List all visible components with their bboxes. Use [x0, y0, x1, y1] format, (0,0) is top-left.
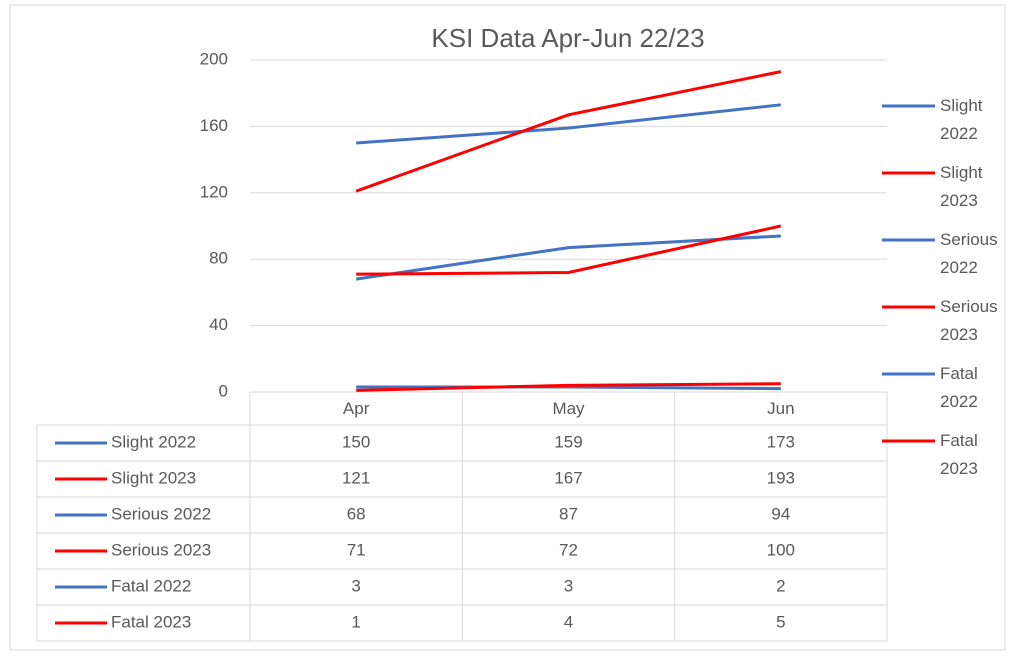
table-cell: 1	[351, 612, 360, 631]
y-tick-label: 200	[200, 49, 228, 68]
chart-title: KSI Data Apr-Jun 22/23	[431, 23, 704, 53]
table-cell: 159	[554, 432, 582, 451]
table-cell: 167	[554, 468, 582, 487]
table-cell: 71	[347, 540, 366, 559]
series-line	[356, 385, 781, 391]
y-tick-label: 120	[200, 182, 228, 201]
table-cell: 68	[347, 504, 366, 523]
table-cell: 2	[776, 576, 785, 595]
table-cell: 100	[767, 540, 795, 559]
x-tick-label: Jun	[767, 399, 794, 418]
table-row-label: Fatal 2023	[111, 612, 191, 631]
table-row-label: Fatal 2022	[111, 576, 191, 595]
legend-label: Serious 2022	[940, 230, 998, 277]
series-line	[356, 103, 781, 145]
series-line	[355, 234, 781, 281]
series-line	[356, 224, 782, 276]
legend-label: Slight 2023	[940, 163, 983, 210]
table-cell: 4	[564, 612, 573, 631]
legend-label: Serious 2023	[940, 297, 998, 344]
table-row-label: Serious 2023	[111, 540, 211, 559]
y-tick-label: 80	[209, 249, 228, 268]
table-row-label: Serious 2022	[111, 504, 211, 523]
series-line	[356, 382, 781, 392]
chart-border	[9, 4, 1006, 651]
table-cell: 5	[776, 612, 785, 631]
table-cell: 173	[767, 432, 795, 451]
x-tick-label: Apr	[343, 399, 370, 418]
table-row-label: Slight 2022	[111, 432, 196, 451]
table-cell: 72	[559, 540, 578, 559]
legend-label: Fatal 2022	[940, 364, 978, 411]
table-row-label: Slight 2023	[111, 468, 196, 487]
legend-label: Fatal 2023	[940, 431, 978, 478]
y-tick-label: 160	[200, 116, 228, 135]
table-cell: 87	[559, 504, 578, 523]
series-line	[355, 70, 782, 193]
table-cell: 3	[351, 576, 360, 595]
y-tick-label: 0	[219, 381, 228, 400]
legend-label: Slight 2022	[940, 96, 983, 143]
table-cell: 150	[342, 432, 370, 451]
y-tick-label: 40	[209, 315, 228, 334]
table-cell: 121	[342, 468, 370, 487]
table-cell: 94	[771, 504, 790, 523]
table-cell: 3	[564, 576, 573, 595]
table-cell: 193	[767, 468, 795, 487]
x-tick-label: May	[552, 399, 585, 418]
